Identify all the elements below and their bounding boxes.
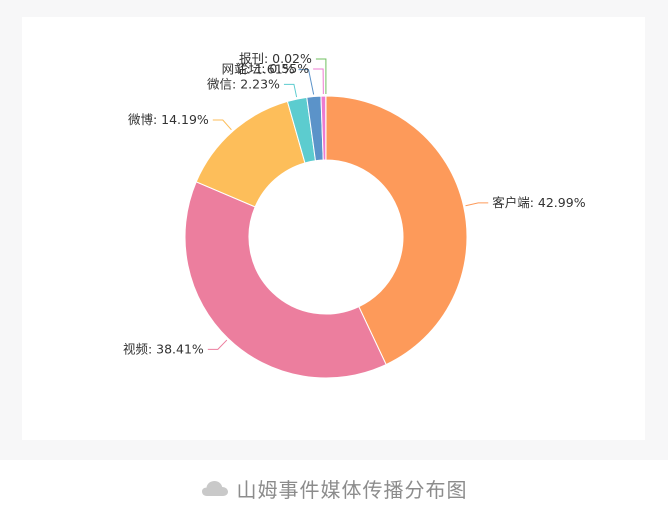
slices <box>184 95 468 379</box>
slice-labels: 客户端: 42.99% 视频: 38.41% 微博: 14.19% 微信: 2.23%… <box>123 51 586 356</box>
leader-line-4 <box>298 69 315 95</box>
cloud-icon <box>201 481 228 496</box>
slice-label-1: 视频: 38.41% <box>123 341 204 356</box>
slice-label-0: 客户端: 42.99% <box>492 195 585 210</box>
leader-lines <box>207 58 489 350</box>
leader-line-1 <box>207 339 228 350</box>
chart-panel: 客户端: 42.99% 视频: 38.41% 微博: 14.19% 微信: 2.23%… <box>22 17 645 440</box>
slice-label-2: 微博: 14.19% <box>128 112 209 127</box>
figure-caption: 山姆事件媒体传播分布图 <box>0 472 668 504</box>
slice-label-3: 微信: 2.23% <box>207 76 280 91</box>
leader-line-3 <box>283 83 298 98</box>
donut-chart: 客户端: 42.99% 视频: 38.41% 微博: 14.19% 微信: 2.23%… <box>123 51 586 379</box>
leader-line-5 <box>313 68 324 95</box>
leader-line-2 <box>212 119 232 131</box>
donut-slice-1[interactable] <box>184 181 387 379</box>
donut-slice-0[interactable] <box>325 95 468 366</box>
slice-label-5: 论坛: 0.55% <box>236 61 309 76</box>
leader-line-0 <box>465 202 489 207</box>
slice-label-4: 网站: 1.61% <box>222 62 295 77</box>
slice-label-6: 报刊: 0.02% <box>239 51 312 66</box>
leader-line-6 <box>315 58 327 95</box>
chart-card: 客户端: 42.99% 视频: 38.41% 微博: 14.19% 微信: 2.23%… <box>22 17 645 440</box>
caption-text: 山姆事件媒体传播分布图 <box>236 477 468 502</box>
